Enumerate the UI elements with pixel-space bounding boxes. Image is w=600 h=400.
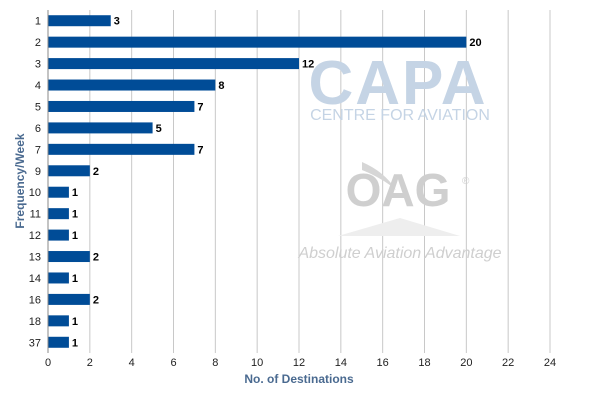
bar-11 (48, 208, 69, 220)
bar-10 (48, 186, 69, 198)
y-tick-label-5: 5 (35, 101, 41, 113)
y-tick-label-4: 4 (35, 80, 41, 92)
x-tick-label: 0 (45, 357, 51, 369)
y-tick-label-16: 16 (29, 294, 41, 306)
y-tick-label-13: 13 (29, 252, 41, 264)
bar-9 (48, 165, 90, 177)
value-label-3: 12 (302, 59, 314, 71)
y-tick-label-12: 12 (29, 230, 41, 242)
x-tick-label: 10 (251, 357, 263, 369)
value-label-5: 7 (197, 101, 203, 113)
x-tick-label: 18 (418, 357, 430, 369)
x-tick-label: 24 (544, 357, 556, 369)
x-tick-labels: 0 2 4 6 8 10 12 14 16 18 20 22 24 (45, 357, 556, 369)
y-tick-label-9: 9 (35, 166, 41, 178)
oag-logo-text: OAG (346, 164, 451, 216)
x-tick-label: 16 (377, 357, 389, 369)
value-label-14: 1 (72, 273, 78, 285)
value-label-37: 1 (72, 337, 78, 349)
y-tick-label-7: 7 (35, 144, 41, 156)
y-tick-label-11: 11 (30, 209, 41, 221)
bar-3 (48, 58, 299, 70)
bar-12 (48, 229, 69, 241)
x-tick-label: 6 (170, 357, 176, 369)
bar-13 (48, 251, 90, 263)
oag-shadow-shape (338, 218, 460, 236)
oag-tagline: Absolute Aviation Advantage (297, 245, 501, 262)
bars (48, 15, 467, 348)
x-axis-title: No. of Destinations (244, 372, 354, 386)
bar-16 (48, 293, 90, 305)
value-label-6: 5 (156, 123, 162, 135)
value-label-7: 7 (197, 144, 203, 156)
y-tick-label-10: 10 (29, 187, 41, 199)
bar-1 (48, 15, 111, 27)
y-axis-title: Frequency/Week (13, 133, 27, 228)
value-label-10: 1 (72, 187, 78, 199)
bar-4 (48, 79, 216, 91)
value-label-2: 20 (469, 37, 481, 49)
x-tick-label: 22 (502, 357, 514, 369)
bar-18 (48, 315, 69, 327)
oag-swoosh-icon (362, 162, 396, 190)
x-tick-label: 8 (212, 357, 218, 369)
bar-37 (48, 336, 69, 348)
value-label-1: 3 (114, 16, 120, 28)
capa-watermark: CAPA CENTRE FOR AVIATION (308, 49, 489, 124)
x-tick-label: 14 (335, 357, 347, 369)
y-tick-label-14: 14 (29, 273, 41, 285)
y-tick-label-1: 1 (35, 16, 41, 28)
y-tick-label-18: 18 (29, 316, 41, 328)
bar-2 (48, 36, 467, 48)
bar-14 (48, 272, 69, 284)
value-label-12: 1 (72, 230, 78, 242)
y-tick-label-6: 6 (35, 123, 41, 135)
value-label-4: 8 (218, 80, 224, 92)
value-label-13: 2 (93, 252, 99, 264)
y-tick-label-3: 3 (35, 59, 41, 71)
bar-6 (48, 122, 153, 134)
oag-registered-mark: ® (462, 176, 470, 187)
value-label-18: 1 (72, 316, 78, 328)
capa-logo-text: CAPA (308, 49, 487, 118)
x-tick-label: 4 (129, 357, 135, 369)
x-tick-label: 20 (460, 357, 472, 369)
value-label-16: 2 (93, 294, 99, 306)
capa-logo-subtitle: CENTRE FOR AVIATION (310, 107, 490, 124)
x-tick-label: 2 (87, 357, 93, 369)
y-tick-label-2: 2 (35, 37, 41, 49)
value-label-11: 1 (72, 209, 78, 221)
y-tick-label-37: 37 (29, 337, 41, 349)
x-tick-label: 12 (293, 357, 305, 369)
bar-5 (48, 100, 195, 112)
bar-7 (48, 143, 195, 155)
oag-watermark: OAG ® Absolute Aviation Advantage (297, 162, 502, 262)
value-label-9: 2 (93, 166, 99, 178)
